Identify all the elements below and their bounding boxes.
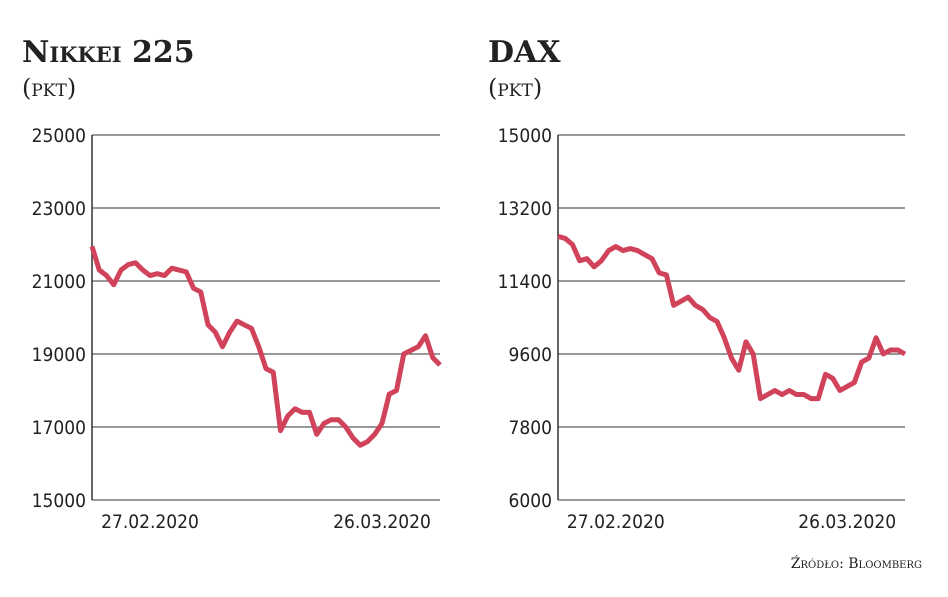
y-tick-label: 23000 (32, 198, 86, 220)
y-tick-label: 7800 (509, 417, 553, 439)
price-line (89, 245, 442, 448)
chart-subtitle: (pkt) (22, 74, 76, 102)
chart-title: DAX (488, 35, 561, 70)
y-tick-label: 15000 (498, 125, 552, 147)
y-tick-label: 17000 (32, 417, 86, 439)
x-tick-label: 26.03.2020 (333, 511, 431, 533)
x-tick-label: 26.03.2020 (798, 511, 896, 533)
y-tick-label: 19000 (32, 344, 86, 366)
source: Źródło: Bloomberg (791, 554, 922, 572)
x-tick-label: 27.02.2020 (101, 511, 199, 533)
chart-title: Nikkei 225 (22, 35, 195, 70)
y-tick-label: 15000 (32, 490, 86, 512)
y-tick-label: 25000 (32, 125, 86, 147)
price-line (557, 233, 907, 402)
y-tick-label: 6000 (509, 490, 553, 512)
chart-subtitle: (pkt) (488, 74, 542, 102)
y-tick-label: 13200 (498, 198, 552, 220)
y-tick-label: 21000 (32, 271, 86, 293)
y-tick-label: 9600 (509, 344, 553, 366)
x-tick-label: 27.02.2020 (567, 511, 665, 533)
y-tick-label: 11400 (498, 271, 552, 293)
